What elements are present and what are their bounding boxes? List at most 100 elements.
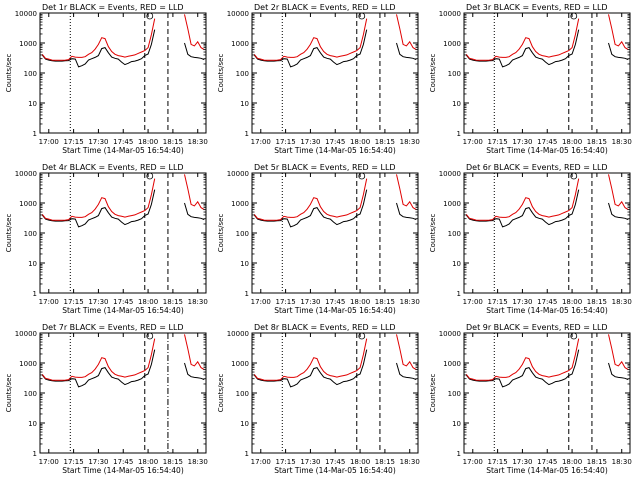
panel-det-8r: Det 8r BLACK = Events, RED = LLD 17:00 17:…: [217, 323, 420, 475]
x-tick-label: 18:00: [350, 458, 370, 466]
x-tick-label: 17:45: [325, 138, 345, 146]
x-tick-label: 17:00: [39, 458, 59, 466]
panel-title: Det 2r BLACK = Events, RED = LLD: [254, 3, 396, 12]
x-axis-label: Start Time (14-Mar-05 16:54:40): [62, 306, 184, 315]
x-tick-label: 17:00: [251, 298, 271, 306]
y-axis-label: Counts/sec: [5, 54, 13, 93]
x-tick-label: 17:45: [537, 138, 557, 146]
x-tick-label: 17:30: [300, 458, 320, 466]
x-tick-label: 17:45: [113, 298, 133, 306]
series-lld-line: [253, 174, 417, 221]
plot-frame: [251, 12, 419, 134]
y-tick-label: 1: [457, 290, 461, 298]
panel-title: Det 1r BLACK = Events, RED = LLD: [42, 3, 184, 12]
y-tick-label: 1: [245, 290, 249, 298]
plot-frame: [39, 332, 207, 454]
panel-det-5r: Det 5r BLACK = Events, RED = LLD 17:00 17:…: [217, 163, 420, 315]
x-tick-label: 17:15: [64, 298, 84, 306]
x-axis-label: Start Time (14-Mar-05 16:54:40): [486, 306, 608, 315]
x-tick-label: 17:15: [64, 458, 84, 466]
panel-title: Det 4r BLACK = Events, RED = LLD: [42, 163, 184, 172]
series-lld-line: [253, 14, 417, 61]
x-tick-label: 17:00: [39, 298, 59, 306]
y-tick-label: 10: [240, 260, 249, 268]
x-axis-label: Start Time (14-Mar-05 16:54:40): [486, 146, 608, 155]
y-tick-label: 1000: [231, 40, 249, 48]
x-tick-label: 17:30: [88, 138, 108, 146]
x-tick-label: 18:15: [375, 458, 395, 466]
x-tick-label: 17:30: [88, 298, 108, 306]
y-tick-label: 10: [452, 420, 461, 428]
y-axis-label: Counts/sec: [5, 374, 13, 413]
panel-det-3r: Det 3r BLACK = Events, RED = LLD 17:00 17:…: [429, 3, 632, 155]
series-events-line: [41, 29, 205, 68]
x-tick-label: 17:00: [463, 138, 483, 146]
y-axis-label: Counts/sec: [429, 374, 437, 413]
y-tick-label: 1000: [443, 40, 461, 48]
y-tick-label: 10000: [227, 330, 249, 338]
x-tick-label: 18:00: [138, 138, 158, 146]
panel-det-7r: Det 7r BLACK = Events, RED = LLD 17:00 17:…: [5, 323, 208, 475]
x-tick-label: 18:30: [188, 458, 208, 466]
y-tick-label: 1000: [231, 200, 249, 208]
x-axis-label: Start Time (14-Mar-05 16:54:40): [274, 306, 396, 315]
x-tick-label: 18:15: [375, 298, 395, 306]
x-tick-label: 18:00: [562, 298, 582, 306]
y-tick-label: 10000: [15, 330, 37, 338]
panel-det-2r: Det 2r BLACK = Events, RED = LLD 17:00 17:…: [217, 3, 420, 155]
series-lld-line: [465, 334, 629, 381]
x-tick-label: 18:30: [400, 138, 420, 146]
y-tick-label: 10: [240, 100, 249, 108]
plot-frame: [463, 12, 631, 134]
y-tick-label: 10: [452, 100, 461, 108]
x-tick-label: 17:00: [463, 298, 483, 306]
plot-frame: [251, 332, 419, 454]
x-tick-label: 18:00: [350, 138, 370, 146]
series-events-line: [465, 189, 629, 228]
panel-det-9r: Det 9r BLACK = Events, RED = LLD 17:00 17:…: [429, 323, 632, 475]
series-lld-line: [465, 14, 629, 61]
series-events-line: [253, 29, 417, 68]
x-tick-label: 18:15: [163, 458, 183, 466]
y-tick-label: 10000: [15, 170, 37, 178]
y-tick-label: 10000: [227, 10, 249, 18]
panel-det-4r: Det 4r BLACK = Events, RED = LLD 17:00 17:…: [5, 163, 208, 315]
x-tick-label: 18:00: [562, 458, 582, 466]
y-tick-label: 1000: [19, 40, 37, 48]
x-tick-label: 17:15: [276, 298, 296, 306]
x-tick-label: 17:30: [512, 138, 532, 146]
y-tick-label: 10000: [15, 10, 37, 18]
x-axis-label: Start Time (14-Mar-05 16:54:40): [274, 146, 396, 155]
y-tick-label: 1000: [443, 200, 461, 208]
x-tick-label: 17:45: [113, 138, 133, 146]
x-tick-label: 18:30: [188, 138, 208, 146]
y-tick-label: 1000: [443, 360, 461, 368]
x-tick-label: 18:30: [612, 458, 632, 466]
x-tick-label: 17:45: [113, 458, 133, 466]
x-tick-label: 17:15: [488, 298, 508, 306]
y-axis-label: Counts/sec: [429, 214, 437, 253]
x-tick-label: 18:15: [587, 298, 607, 306]
x-axis-label: Start Time (14-Mar-05 16:54:40): [62, 466, 184, 475]
y-tick-label: 100: [448, 230, 461, 238]
x-axis-label: Start Time (14-Mar-05 16:54:40): [486, 466, 608, 475]
series-events-line: [41, 349, 205, 388]
x-tick-label: 17:30: [512, 298, 532, 306]
series-lld-line: [465, 174, 629, 221]
x-tick-label: 18:15: [163, 298, 183, 306]
x-axis-label: Start Time (14-Mar-05 16:54:40): [274, 466, 396, 475]
x-tick-label: 18:15: [587, 138, 607, 146]
x-tick-label: 17:15: [488, 138, 508, 146]
x-tick-label: 18:00: [562, 138, 582, 146]
x-tick-label: 18:00: [350, 298, 370, 306]
y-tick-label: 100: [448, 390, 461, 398]
panel-title: Det 8r BLACK = Events, RED = LLD: [254, 323, 396, 332]
series-events-line: [465, 349, 629, 388]
y-tick-label: 1: [457, 450, 461, 458]
x-tick-label: 17:00: [39, 138, 59, 146]
y-tick-label: 1: [245, 130, 249, 138]
x-tick-label: 18:15: [375, 138, 395, 146]
series-events-line: [253, 189, 417, 228]
y-tick-label: 10: [240, 420, 249, 428]
